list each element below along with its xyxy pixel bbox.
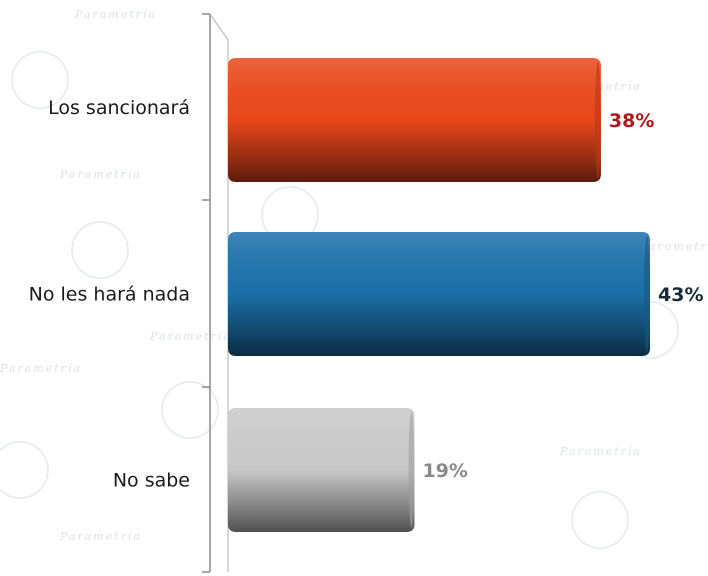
watermark-text: Parametría — [74, 8, 157, 21]
watermark-text: Parametría — [639, 240, 708, 253]
value-label: 43% — [658, 284, 703, 306]
category-label: Los sancionará — [48, 97, 190, 119]
bar — [228, 408, 415, 532]
bar-end-cap — [408, 412, 415, 528]
category-label: No sabe — [113, 470, 190, 492]
watermark-text: Parametría — [559, 445, 642, 458]
watermark-circle — [161, 381, 219, 439]
watermark-text: Parametría — [0, 362, 82, 375]
bar-end-cap — [644, 236, 650, 352]
category-label: No les hará nada — [29, 284, 190, 306]
labels-layer: Los sancionará 38% No les hará nada 43% No s… — [29, 97, 704, 492]
bars-layer — [228, 58, 650, 532]
bar — [228, 232, 650, 356]
axis-depth-line — [209, 13, 229, 572]
watermark-circle — [11, 51, 69, 109]
value-label: 38% — [609, 110, 654, 132]
bar-body — [228, 232, 650, 356]
watermark-circle — [0, 441, 49, 499]
value-label: 19% — [422, 460, 467, 482]
category-axis — [202, 13, 229, 573]
watermark-text: Parametría — [59, 530, 142, 543]
bar-body — [228, 408, 415, 532]
watermark-text: Parametría — [149, 330, 232, 343]
watermark-circle — [571, 491, 629, 549]
watermark-text: Parametría — [59, 168, 142, 181]
watermark-circle — [71, 221, 129, 279]
bar — [228, 58, 601, 182]
bar-end-cap — [594, 62, 601, 178]
bar-body — [228, 58, 601, 182]
